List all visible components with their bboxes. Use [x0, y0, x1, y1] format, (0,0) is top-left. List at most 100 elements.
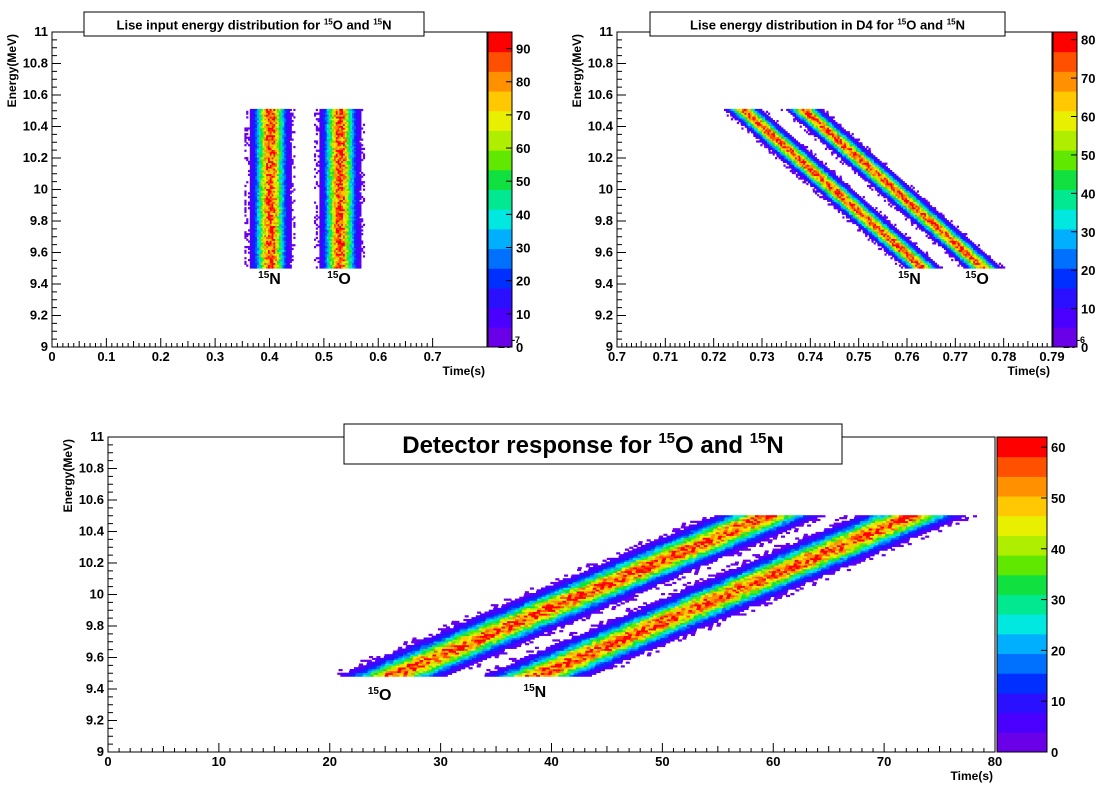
band-label: 15O — [965, 270, 989, 288]
x-tick-label: 80 — [988, 754, 1002, 769]
y-tick-label: 10.8 — [23, 56, 48, 71]
color-bar-frame — [487, 31, 513, 348]
x-axis-label: Time(s) — [951, 769, 993, 783]
y-tick-label: 10 — [599, 182, 613, 197]
color-bar-segment — [997, 692, 1047, 714]
y-tick-label: 9 — [41, 339, 48, 354]
heatmap-bins — [337, 515, 978, 677]
y-tick-label: 11 — [90, 429, 104, 444]
color-bar-segment — [997, 712, 1047, 733]
y-tick-label: 9.4 — [30, 276, 49, 291]
color-bar-segment — [1053, 228, 1077, 250]
color-bar-segment — [997, 594, 1047, 615]
z-tick-label: 20 — [1081, 263, 1095, 278]
z-tick-label: 70 — [1081, 71, 1095, 86]
title-part-e2: N — [956, 17, 965, 32]
x-tick-label: 0.77 — [943, 349, 968, 364]
band-label-mass: 15 — [327, 270, 339, 281]
y-tick-label: 10.2 — [79, 555, 104, 570]
z-tick-label: 70 — [516, 108, 530, 123]
color-bar-frame — [1052, 31, 1078, 348]
y-tick-label: 9.2 — [30, 308, 48, 323]
color-bar-segment — [488, 189, 512, 210]
y-tick-label: 9 — [606, 339, 613, 354]
band-label-element: N — [269, 271, 281, 288]
color-bar-segment — [488, 228, 512, 250]
color-bar-segment — [1053, 130, 1077, 151]
x-tick-label: 0.74 — [798, 349, 824, 364]
color-bar-segment — [1053, 307, 1077, 328]
color-bar-segment — [488, 130, 512, 151]
color-bar-segment — [1053, 169, 1077, 190]
color-bar-segment — [488, 327, 512, 348]
x-tick-label: 20 — [323, 754, 337, 769]
z-tick-label: 30 — [1051, 593, 1065, 608]
x-tick-label: 0.2 — [152, 349, 170, 364]
title-part-mid: and — [343, 17, 373, 32]
color-bar-segment — [488, 169, 512, 190]
x-tick-label: 0.4 — [260, 349, 279, 364]
color-bar-segment — [1053, 189, 1077, 210]
title-part-pre: Lise input energy distribution for — [117, 17, 324, 32]
title-part-s1: 15 — [658, 430, 675, 447]
z-tick-label: 50 — [1081, 148, 1095, 163]
y-tick-label: 10 — [90, 587, 104, 602]
title-part-pre: Detector response for — [402, 432, 658, 459]
color-bar-segment — [1053, 268, 1077, 289]
band-label-mass: 15 — [898, 270, 910, 281]
chart-bottom: 0 10 20 30 40 50 60 70 80 9 9.2 9.4 9.6 9.8 10 10.2 10.4… — [61, 423, 1065, 783]
color-bar-segment — [1053, 91, 1077, 112]
heatmap-bins — [244, 108, 366, 269]
color-bar-segment — [488, 91, 512, 112]
chart-tl: 0 0.1 0.2 0.3 0.4 0.5 0.6 0.7 9 9.2 9.4 9.6 9.8 10 10.… — [5, 11, 530, 378]
y-tick-label: 9.8 — [30, 213, 48, 228]
x-tick-label: 0.73 — [749, 349, 774, 364]
color-bar-segment — [997, 653, 1047, 674]
y-tick-label: 10.4 — [588, 119, 614, 134]
y-tick-label: 9 — [97, 744, 104, 759]
color-bar-segment — [1053, 287, 1077, 309]
x-tick-label: 0.78 — [991, 349, 1016, 364]
chart-title: Lise input energy distribution for 15O a… — [117, 17, 392, 32]
color-bar-segment — [488, 150, 512, 171]
z-tick-label: 0 — [1081, 340, 1088, 355]
z-tick-label: 20 — [516, 274, 530, 289]
x-tick-label: 30 — [433, 754, 447, 769]
y-tick-label: 10.4 — [23, 119, 49, 134]
z-tick-label: 10 — [516, 307, 530, 322]
color-bar-segment — [1053, 71, 1077, 92]
y-tick-label: 10 — [34, 182, 48, 197]
title-part-e1: O — [906, 17, 916, 32]
x-tick-label: 0.79 — [1039, 349, 1064, 364]
band-label: 15N — [524, 683, 547, 701]
x-tick-label: 0 — [48, 349, 55, 364]
title-part-e1: O — [333, 17, 343, 32]
band-label-element: O — [379, 687, 391, 704]
x-tick-label: 60 — [766, 754, 780, 769]
z-tick-label: 90 — [516, 42, 530, 57]
title-part-s2: 15 — [947, 17, 956, 26]
color-bar-segment — [997, 673, 1047, 694]
z-tick-label: 30 — [516, 241, 530, 256]
z-tick-label: 50 — [1051, 491, 1065, 506]
x-tick-label: 0.3 — [206, 349, 224, 364]
z-tick-label: 40 — [1081, 186, 1095, 201]
z-tick-label: 60 — [1051, 440, 1065, 455]
heatmap-bins — [723, 108, 1006, 269]
color-bar-segment — [488, 110, 512, 131]
y-tick-label: 10.8 — [588, 56, 613, 71]
title-part-e1: O — [675, 432, 694, 459]
color-bar-frame — [996, 436, 1048, 753]
band-label-element: N — [535, 684, 547, 701]
title-box — [343, 423, 843, 465]
x-tick-label: 0.7 — [424, 349, 442, 364]
z-tick-label: 60 — [516, 141, 530, 156]
color-bar-segment — [1053, 248, 1077, 269]
chart-title: Lise energy distribution in D4 for 15O a… — [690, 17, 965, 32]
band-O — [337, 515, 826, 677]
title-part-mid: and — [694, 432, 750, 459]
color-bar-segment — [488, 248, 512, 269]
color-bar-segment — [997, 476, 1047, 497]
z-tick-label: 40 — [516, 207, 530, 222]
